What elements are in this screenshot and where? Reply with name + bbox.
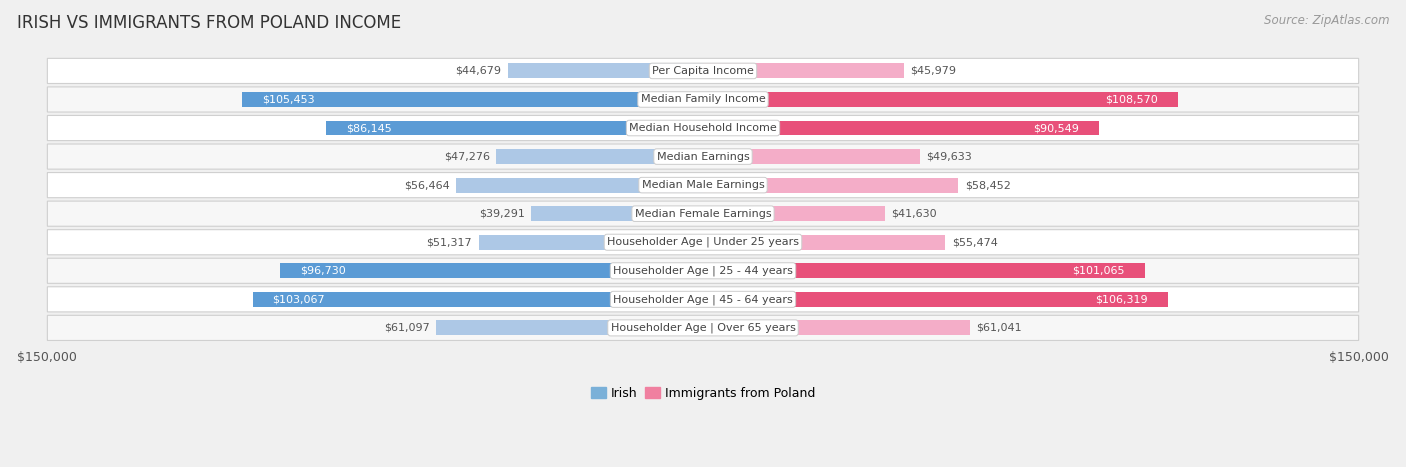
Text: $96,730: $96,730 [299,266,346,276]
Text: Median Male Earnings: Median Male Earnings [641,180,765,190]
Bar [703,263,1144,278]
Text: $55,474: $55,474 [952,237,998,247]
FancyBboxPatch shape [48,115,1358,141]
Text: $103,067: $103,067 [273,294,325,304]
Bar [242,92,703,107]
Bar [496,149,703,164]
Bar [703,92,1178,107]
Text: Median Family Income: Median Family Income [641,94,765,105]
Text: $108,570: $108,570 [1105,94,1159,105]
Bar [703,178,959,192]
Text: $58,452: $58,452 [965,180,1011,190]
Text: Householder Age | 45 - 64 years: Householder Age | 45 - 64 years [613,294,793,304]
Text: Householder Age | Over 65 years: Householder Age | Over 65 years [610,323,796,333]
Bar [253,292,703,307]
Bar [703,120,1098,135]
Text: $61,097: $61,097 [384,323,429,333]
Bar [280,263,703,278]
Bar [456,178,703,192]
FancyBboxPatch shape [48,201,1358,226]
Text: Per Capita Income: Per Capita Income [652,66,754,76]
FancyBboxPatch shape [48,144,1358,169]
Text: Median Household Income: Median Household Income [628,123,778,133]
Text: $49,633: $49,633 [927,152,972,162]
Text: Source: ZipAtlas.com: Source: ZipAtlas.com [1264,14,1389,27]
Text: $51,317: $51,317 [426,237,472,247]
Bar [703,235,945,250]
FancyBboxPatch shape [48,258,1358,283]
FancyBboxPatch shape [48,87,1358,112]
Text: Median Female Earnings: Median Female Earnings [634,209,772,219]
FancyBboxPatch shape [48,173,1358,198]
Bar [436,320,703,335]
Text: $41,630: $41,630 [891,209,938,219]
Bar [703,206,884,221]
Text: $47,276: $47,276 [444,152,489,162]
Text: Householder Age | Under 25 years: Householder Age | Under 25 years [607,237,799,248]
Bar [508,64,703,78]
Bar [703,292,1168,307]
FancyBboxPatch shape [48,230,1358,255]
Bar [326,120,703,135]
FancyBboxPatch shape [48,58,1358,84]
Text: Householder Age | 25 - 44 years: Householder Age | 25 - 44 years [613,266,793,276]
Bar [703,64,904,78]
Text: $90,549: $90,549 [1033,123,1080,133]
Bar [703,320,970,335]
Text: $86,145: $86,145 [346,123,392,133]
Text: Median Earnings: Median Earnings [657,152,749,162]
Text: $106,319: $106,319 [1095,294,1149,304]
Bar [703,149,920,164]
Text: $45,979: $45,979 [911,66,956,76]
Text: $56,464: $56,464 [404,180,450,190]
Bar [531,206,703,221]
Text: $101,065: $101,065 [1073,266,1125,276]
Bar [478,235,703,250]
Text: $61,041: $61,041 [976,323,1022,333]
Text: $105,453: $105,453 [262,94,315,105]
FancyBboxPatch shape [48,287,1358,312]
Legend: Irish, Immigrants from Poland: Irish, Immigrants from Poland [586,382,820,405]
FancyBboxPatch shape [48,315,1358,340]
Text: $39,291: $39,291 [479,209,524,219]
Text: $44,679: $44,679 [456,66,501,76]
Text: IRISH VS IMMIGRANTS FROM POLAND INCOME: IRISH VS IMMIGRANTS FROM POLAND INCOME [17,14,401,32]
